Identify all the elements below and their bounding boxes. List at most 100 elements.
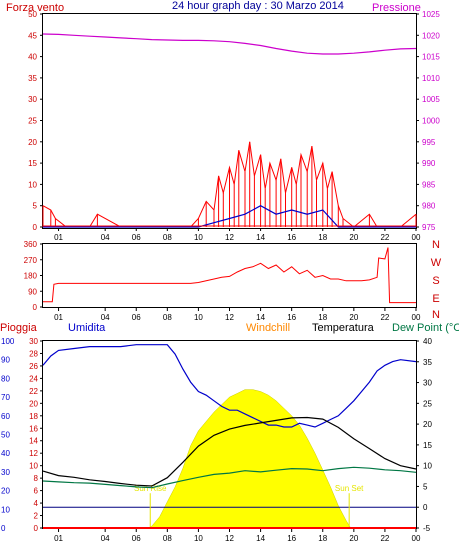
wind-tick-label: 45 xyxy=(28,31,37,40)
rain-tick-label: 18 xyxy=(29,412,38,421)
x-tick-label: 10 xyxy=(194,313,203,322)
x-tick-label: 20 xyxy=(349,534,358,543)
humidity-line xyxy=(42,344,417,428)
temperature-humidity-plot: 0102030405060708090100024681012141618202… xyxy=(1,337,432,543)
humidity-tick-label: 50 xyxy=(1,431,10,440)
wind-tick-label: 40 xyxy=(28,53,37,62)
x-tick-label: 16 xyxy=(287,534,296,543)
wind-tick-label: 5 xyxy=(33,202,38,211)
x-tick-label: 00 xyxy=(412,313,421,322)
humidity-tick-label: 70 xyxy=(1,393,10,402)
temp-tick-label: 5 xyxy=(423,482,428,491)
rain-tick-label: 4 xyxy=(34,499,39,508)
rain-tick-label: 16 xyxy=(29,424,38,433)
pressure-tick-label: 985 xyxy=(422,180,436,189)
temperature-legend: Temperatura xyxy=(312,322,375,334)
rain-tick-label: 2 xyxy=(34,512,39,521)
x-tick-label: 10 xyxy=(194,534,203,543)
humidity-tick-label: 20 xyxy=(1,487,10,496)
wind-tick-label: 15 xyxy=(28,159,37,168)
direction-line xyxy=(43,247,416,304)
compass-label: S xyxy=(432,275,439,287)
humidity-tick-label: 100 xyxy=(1,337,15,346)
x-tick-label: 18 xyxy=(318,534,327,543)
x-tick-label: 14 xyxy=(256,534,265,543)
x-tick-label: 18 xyxy=(318,233,327,242)
x-tick-label: 20 xyxy=(349,313,358,322)
pressure-tick-label: 1020 xyxy=(422,31,440,40)
x-tick-label: 22 xyxy=(380,534,389,543)
direction-tick-label: 0 xyxy=(33,303,38,312)
rain-tick-label: 12 xyxy=(29,449,38,458)
rain-tick-label: 28 xyxy=(29,349,38,358)
humidity-tick-label: 10 xyxy=(1,505,10,514)
sunset-label: Sun Set xyxy=(335,484,364,493)
temp-tick-label: 25 xyxy=(423,399,432,408)
temp-tick-label: 10 xyxy=(423,462,432,471)
rain-tick-label: 0 xyxy=(34,524,39,533)
sunrise-label: Sun Rise xyxy=(134,484,167,493)
x-tick-label: 12 xyxy=(225,534,234,543)
x-tick-label: 08 xyxy=(163,534,172,543)
wind-tick-label: 25 xyxy=(28,117,37,126)
pressure-tick-label: 995 xyxy=(422,138,436,147)
rain-tick-label: 14 xyxy=(29,437,38,446)
pressure-tick-label: 1015 xyxy=(422,53,440,62)
x-tick-label: 12 xyxy=(225,233,234,242)
compass-label: N xyxy=(432,239,440,251)
compass-label: W xyxy=(431,257,442,269)
x-tick-label: 14 xyxy=(256,313,265,322)
humidity-tick-label: 40 xyxy=(1,449,10,458)
pressure-tick-label: 980 xyxy=(422,202,436,211)
rain-tick-label: 20 xyxy=(29,399,38,408)
windchill-legend: Windchill xyxy=(246,322,290,334)
humidity-axis-title: Umidita xyxy=(68,322,106,334)
rain-tick-label: 8 xyxy=(34,474,39,483)
x-tick-label: 00 xyxy=(412,534,421,543)
x-tick-label: 06 xyxy=(132,233,141,242)
wind-tick-label: 20 xyxy=(28,138,37,147)
x-tick-label: 08 xyxy=(163,313,172,322)
x-tick-label: 16 xyxy=(287,313,296,322)
compass-label: E xyxy=(432,293,439,305)
dewpoint-line xyxy=(42,466,417,489)
rain-tick-label: 22 xyxy=(29,387,38,396)
wind-tick-label: 30 xyxy=(28,95,37,104)
x-tick-label: 08 xyxy=(163,233,172,242)
x-tick-label: 16 xyxy=(287,233,296,242)
temp-tick-label: 30 xyxy=(423,379,432,388)
x-tick-label: 20 xyxy=(349,233,358,242)
rain-tick-label: 24 xyxy=(29,374,38,383)
humidity-tick-label: 0 xyxy=(1,524,6,533)
x-tick-label: 18 xyxy=(318,313,327,322)
humidity-tick-label: 90 xyxy=(1,356,10,365)
direction-tick-label: 270 xyxy=(24,256,38,265)
chart-title: 24 hour graph day : 30 Marzo 2014 xyxy=(172,0,344,12)
temp-tick-label: 15 xyxy=(423,441,432,450)
x-tick-label: 22 xyxy=(380,233,389,242)
pressure-tick-label: 975 xyxy=(422,223,436,232)
rain-tick-label: 30 xyxy=(29,337,38,346)
x-tick-label: 00 xyxy=(412,233,421,242)
dewpoint-legend: Dew Point (°C xyxy=(392,322,459,334)
solar-area xyxy=(147,389,352,529)
pressure-tick-label: 1010 xyxy=(422,74,440,83)
wind-pressure-plot: 0510152025303540455097598098599099510001… xyxy=(28,10,440,242)
humidity-tick-label: 60 xyxy=(1,412,10,421)
x-tick-label: 04 xyxy=(101,534,110,543)
wind-tick-label: 50 xyxy=(28,10,37,19)
temp-tick-label: 40 xyxy=(423,337,432,346)
direction-tick-label: 90 xyxy=(28,287,37,296)
direction-tick-label: 360 xyxy=(24,240,38,249)
wind-tick-label: 10 xyxy=(28,180,37,189)
x-tick-label: 06 xyxy=(132,534,141,543)
x-tick-label: 01 xyxy=(54,313,63,322)
pressure-line xyxy=(42,33,417,55)
x-tick-label: 01 xyxy=(54,534,63,543)
humidity-tick-label: 30 xyxy=(1,468,10,477)
wind-axis-title: Forza vento xyxy=(6,2,64,14)
temp-tick-label: -5 xyxy=(423,524,431,533)
rain-tick-label: 6 xyxy=(34,487,39,496)
